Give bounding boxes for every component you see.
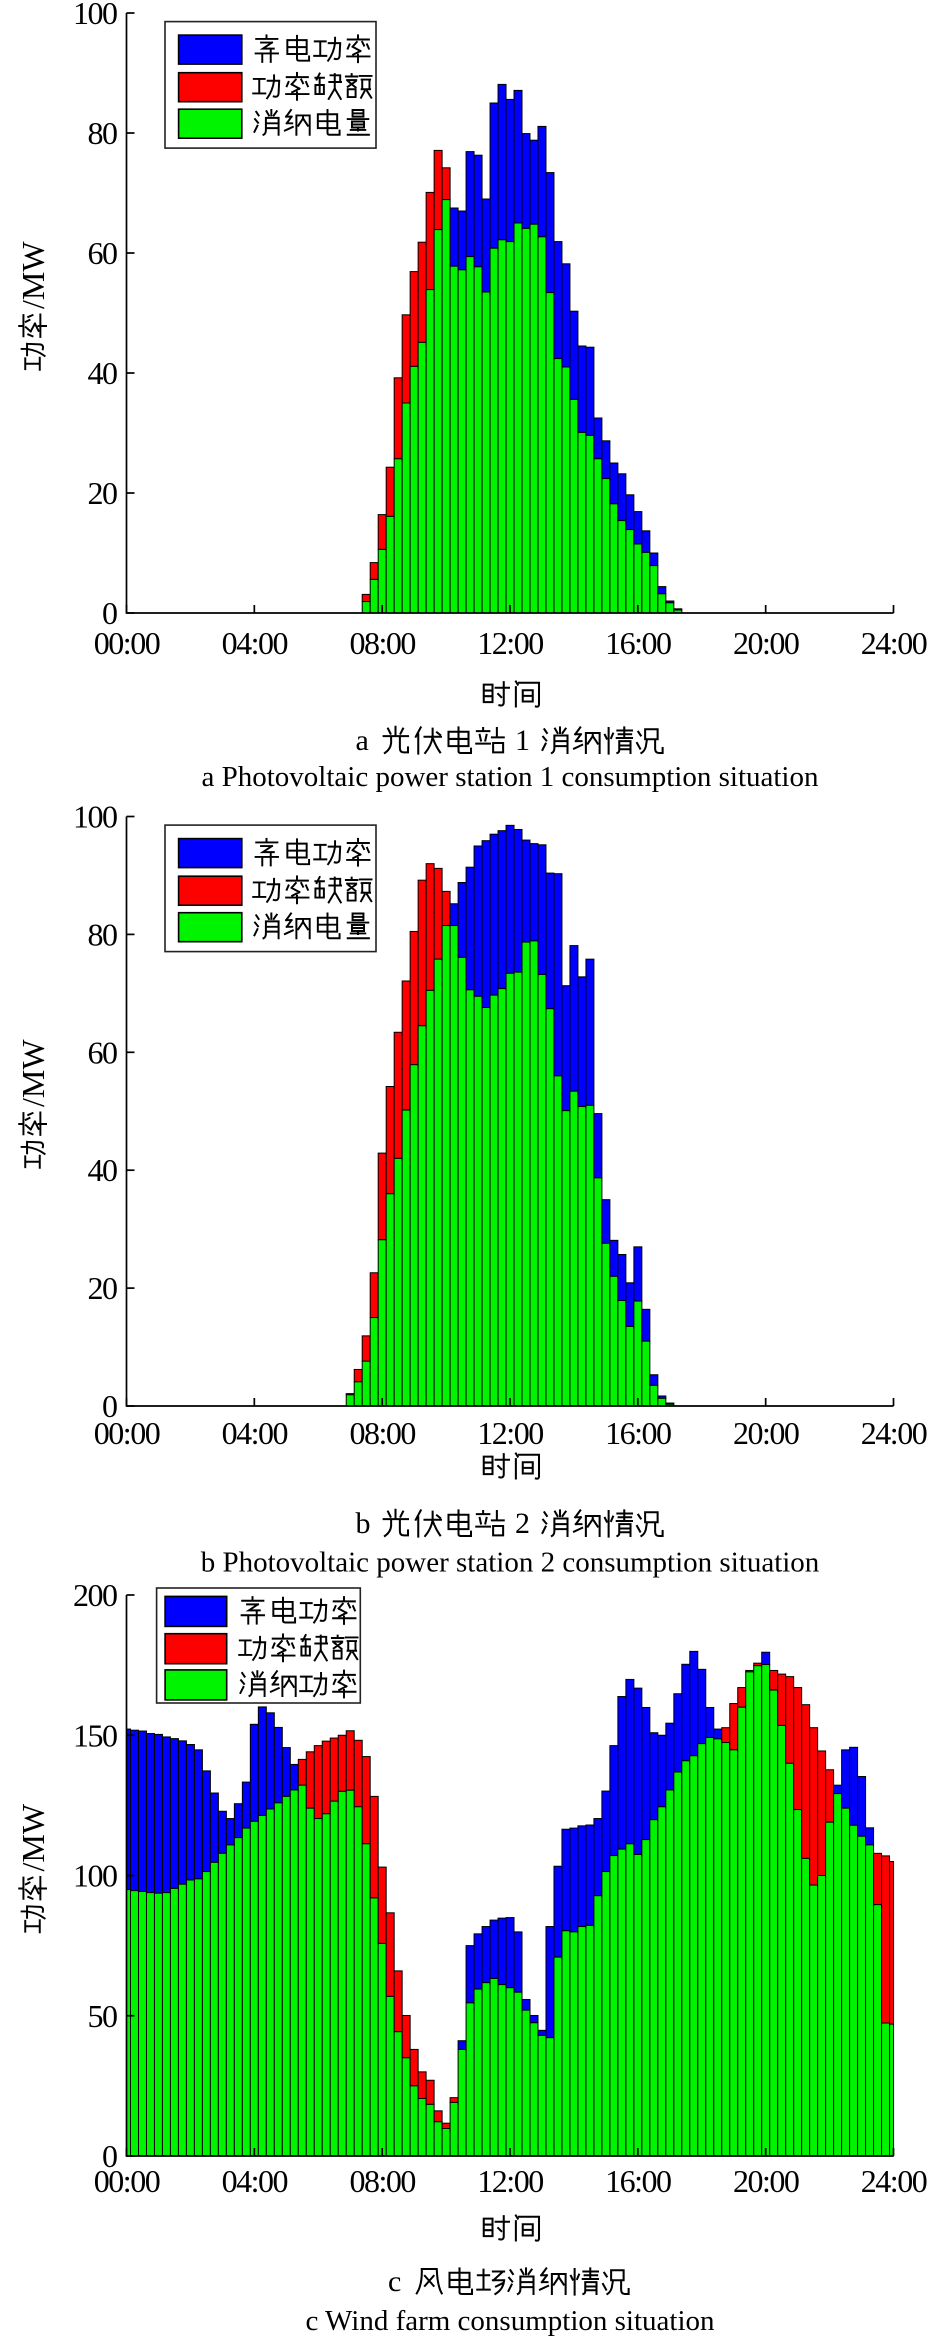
svg-text:12:00: 12:00	[477, 625, 543, 661]
svg-text:a: a	[356, 724, 369, 757]
svg-text:80: 80	[88, 916, 118, 952]
svg-text:20:00: 20:00	[733, 625, 799, 661]
svg-text:00:00: 00:00	[94, 2163, 160, 2199]
svg-text:12:00: 12:00	[477, 2163, 543, 2199]
svg-text:20: 20	[88, 475, 118, 511]
svg-text:04:00: 04:00	[222, 1415, 288, 1451]
svg-text:40: 40	[88, 1152, 118, 1188]
svg-text:60: 60	[88, 1034, 118, 1070]
svg-text:12:00: 12:00	[477, 1415, 543, 1451]
svg-text:24:00: 24:00	[861, 1415, 927, 1451]
svg-text:20:00: 20:00	[733, 2163, 799, 2199]
svg-text:04:00: 04:00	[222, 625, 288, 661]
svg-text:150: 150	[73, 1717, 117, 1753]
svg-text:08:00: 08:00	[349, 625, 415, 661]
svg-text:80: 80	[88, 115, 118, 151]
svg-text:16:00: 16:00	[605, 625, 671, 661]
svg-text:b: b	[356, 1507, 371, 1540]
svg-text:0: 0	[102, 2138, 117, 2174]
svg-text:200: 200	[73, 1577, 117, 1613]
svg-text:/MW: /MW	[15, 1039, 51, 1107]
svg-text:08:00: 08:00	[349, 1415, 415, 1451]
svg-text:/MW: /MW	[15, 241, 51, 309]
svg-text:0: 0	[102, 1388, 117, 1424]
svg-text:b Photovoltaic power station: b Photovoltaic power station 2 consumpti…	[201, 1547, 820, 1579]
svg-text:a Photovoltaic power station: a Photovoltaic power station 1 consumpti…	[202, 761, 819, 793]
svg-text:24:00: 24:00	[861, 625, 927, 661]
svg-text:1: 1	[515, 724, 530, 757]
svg-text:100: 100	[73, 0, 117, 31]
svg-text:20:00: 20:00	[733, 1415, 799, 1451]
svg-text:04:00: 04:00	[222, 2163, 288, 2199]
svg-text:2: 2	[515, 1507, 530, 1540]
svg-text:60: 60	[88, 235, 118, 271]
svg-text:00:00: 00:00	[94, 1415, 160, 1451]
svg-text:20: 20	[88, 1270, 118, 1306]
svg-text:16:00: 16:00	[605, 1415, 671, 1451]
svg-text:0: 0	[102, 595, 117, 631]
svg-text:40: 40	[88, 355, 118, 391]
svg-text:100: 100	[73, 799, 117, 835]
svg-text:16:00: 16:00	[605, 2163, 671, 2199]
svg-text:c: c	[388, 2265, 401, 2298]
svg-text:08:00: 08:00	[349, 2163, 415, 2199]
svg-text:50: 50	[88, 1998, 118, 2034]
svg-text:00:00: 00:00	[94, 625, 160, 661]
svg-text:24:00: 24:00	[861, 2163, 927, 2199]
svg-text:/MW: /MW	[15, 1803, 51, 1871]
svg-text:c Wind farm consumption situa: c Wind farm consumption situation	[305, 2305, 715, 2337]
svg-text:100: 100	[73, 1858, 117, 1894]
